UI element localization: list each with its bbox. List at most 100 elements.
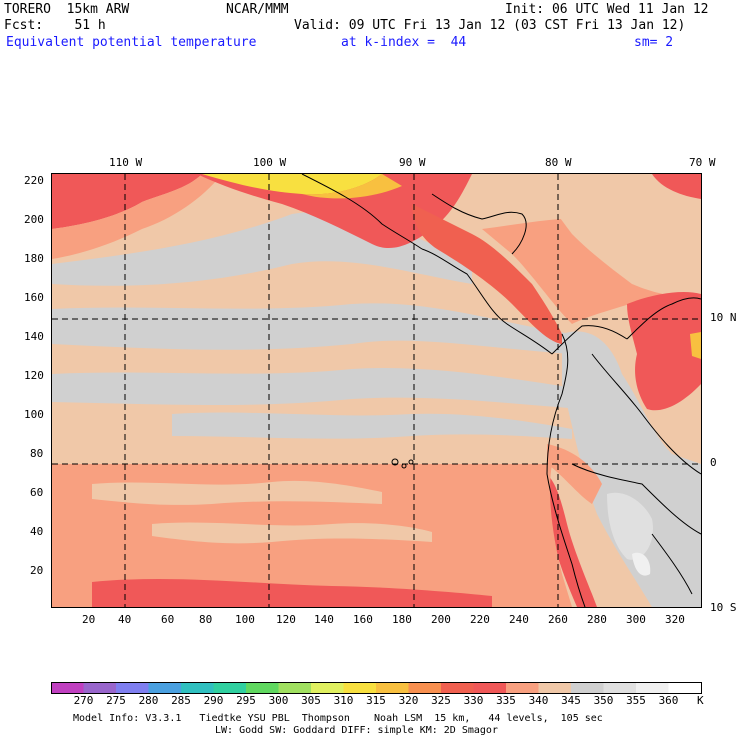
field-andes-gray — [562, 331, 701, 607]
grid-y-label: 100 — [24, 408, 44, 421]
coast-panama — [551, 325, 628, 355]
grid-y-label: 200 — [24, 213, 44, 226]
lat-label-0: 0 — [710, 456, 717, 469]
coastlines — [301, 174, 701, 607]
coast-mexico — [301, 174, 423, 250]
colorbar-swatch — [213, 682, 247, 694]
colorbar-swatch — [473, 682, 507, 694]
grid-y-label: 180 — [24, 252, 44, 265]
map-panel — [51, 173, 702, 608]
field-south-warm-band — [92, 578, 492, 607]
field-warm-patch — [52, 174, 222, 259]
grid-x-label: 320 — [665, 613, 685, 626]
grid-x-label: 280 — [587, 613, 607, 626]
colorbar-level-label: 285 — [171, 694, 191, 707]
coast-caribbean — [626, 297, 701, 340]
model-info: Model Info: V3.3.1 Tiedtke YSU PBL Thomp… — [73, 713, 603, 724]
colorbar-level-label: 300 — [268, 694, 289, 707]
field-gray-band — [52, 303, 572, 354]
physics-info: LW: Godd SW: Goddard DIFF: simple KM: 2D… — [215, 725, 498, 736]
grid-y-label: 160 — [24, 291, 44, 304]
field-peru-coast — [547, 444, 602, 504]
level-index: at k-index = 44 — [341, 35, 467, 50]
colorbar-swatch — [51, 682, 84, 694]
lat-lon-grid — [52, 174, 701, 607]
grid-y-label: 140 — [24, 330, 44, 343]
colorbar-level-label: 360 — [658, 694, 679, 707]
colorbar-swatch — [116, 682, 149, 694]
grid-x-label: 80 — [199, 613, 213, 626]
colorbar-level-label: 275 — [106, 694, 126, 707]
grid-x-label: 300 — [626, 613, 646, 626]
field-colombia-hot — [690, 332, 701, 359]
coast-yucatan — [431, 193, 527, 255]
colorbar-swatch — [376, 682, 409, 694]
grid-x-label: 120 — [276, 613, 296, 626]
grid-x-label: 180 — [392, 613, 412, 626]
colorbar-swatch — [603, 682, 637, 694]
colorbar-level-label: 290 — [203, 694, 224, 707]
field-gray-band — [52, 368, 582, 409]
galapagos — [391, 458, 414, 469]
colorbar-swatch — [181, 682, 214, 694]
field-andes-light — [607, 492, 653, 560]
field-south-ocean-light — [152, 522, 432, 544]
field-south-ocean-light — [92, 480, 382, 505]
colorbar-swatch — [441, 682, 474, 694]
colorbar-level-label: 355 — [626, 694, 646, 707]
colorbar — [51, 682, 702, 694]
colorbar-swatch — [408, 682, 442, 694]
colorbar-level-label: 345 — [561, 694, 581, 707]
grid-x-label: 20 — [82, 613, 96, 626]
grid-x-label: 40 — [118, 613, 132, 626]
smoothing: sm= 2 — [634, 35, 674, 50]
field-gray-band — [172, 412, 572, 439]
field-peru-coast — [545, 474, 597, 607]
organization: NCAR/MMM — [226, 2, 289, 17]
border-south — [651, 533, 693, 595]
field-name: Equivalent potential temperature — [6, 35, 257, 50]
field-coast-warm — [197, 174, 472, 249]
field-land-warm — [412, 204, 572, 345]
lat-label-10n: 10 N — [710, 311, 737, 324]
lon-label-90w: 90 W — [399, 156, 426, 169]
colorbar-swatch — [538, 682, 572, 694]
grid-y-label: 60 — [30, 486, 44, 499]
lat-label-10s: 10 S — [710, 601, 737, 614]
grid-y-label: 20 — [30, 564, 44, 577]
forecast-hour: Fcst: 51 h — [4, 18, 106, 33]
colorbar-swatch — [668, 682, 702, 694]
colorbar-level-label: 320 — [398, 694, 419, 707]
colorbar-level-label: 350 — [593, 694, 614, 707]
grid-x-label: 260 — [548, 613, 568, 626]
grid-x-label: 140 — [314, 613, 334, 626]
colorbar-level-label: 340 — [528, 694, 549, 707]
colorbar-swatch — [148, 682, 182, 694]
field-caribbean — [652, 174, 701, 199]
colorbar-level-label: 315 — [366, 694, 386, 707]
colorbar-swatch — [311, 682, 344, 694]
lon-label-100w: 100 W — [253, 156, 287, 169]
init-time: Init: 06 UTC Wed 11 Jan 12 — [505, 2, 709, 17]
grid-x-label: 240 — [509, 613, 529, 626]
colorbar-swatch — [246, 682, 279, 694]
colorbar-level-label: 310 — [333, 694, 354, 707]
grid-y-label: 80 — [30, 447, 44, 460]
grid-x-label: 160 — [353, 613, 373, 626]
field-warm-patch — [52, 174, 202, 229]
coast-south-america — [546, 333, 586, 607]
model-name: TORERO 15km ARW — [4, 2, 130, 17]
colorbar-swatch — [571, 682, 604, 694]
field-coast-hot — [202, 174, 382, 195]
grid-y-label: 40 — [30, 525, 44, 538]
colorbar-swatch — [343, 682, 377, 694]
valid-time: Valid: 09 UTC Fri 13 Jan 12 (03 CST Fri … — [294, 18, 686, 33]
grid-y-label: 120 — [24, 369, 44, 382]
colorbar-level-label: 305 — [301, 694, 321, 707]
colorbar-swatch — [506, 682, 539, 694]
colorbar-level-label: 270 — [73, 694, 94, 707]
field-caribbean — [532, 184, 701, 296]
colorbar-unit: K — [697, 694, 704, 707]
colorbar-level-label: 325 — [431, 694, 451, 707]
